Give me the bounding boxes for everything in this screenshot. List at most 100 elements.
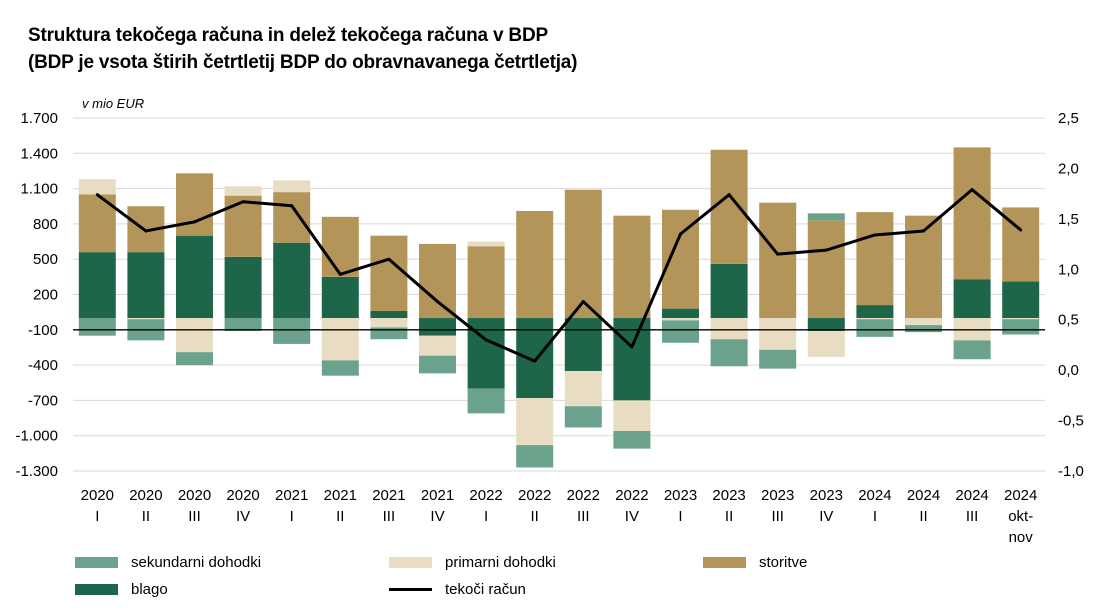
bar-blago (419, 318, 456, 336)
point-tekoci (873, 233, 877, 237)
point-tekoci (241, 200, 245, 204)
category-label: nov (1009, 529, 1034, 546)
bar-sekundarni (564, 406, 602, 428)
left-tick-label: 500 (33, 251, 58, 268)
bar-storitve (807, 220, 845, 319)
bar-primarni (467, 241, 505, 247)
point-tekoci (776, 252, 780, 256)
bar-blago (127, 252, 165, 319)
category-label: II (725, 508, 733, 525)
title-line-1: Struktura tekočega računa in delež tekoč… (28, 25, 548, 46)
bar-storitve (370, 235, 408, 311)
bar-storitve (856, 212, 894, 306)
bar-storitve (321, 216, 359, 277)
bar-primarni (807, 330, 845, 357)
category-label: 2023 (761, 487, 794, 504)
title-line-2: (BDP je vsota štirih četrtletij BDP do o… (28, 52, 578, 73)
bar-blago (807, 318, 845, 331)
bar-sekundarni (1002, 319, 1040, 335)
bar-blago (370, 310, 408, 319)
point-tekoci (95, 193, 99, 197)
left-tick-label: 1.400 (20, 145, 58, 162)
bar-sekundarni (905, 325, 942, 333)
point-tekoci (338, 272, 342, 276)
bar-sekundarni (613, 430, 651, 449)
point-tekoci (727, 193, 731, 197)
category-label: 2022 (469, 487, 502, 504)
bar-storitve (467, 246, 505, 319)
right-tick-label: 2,0 (1058, 160, 1079, 177)
bar-primarni (710, 318, 748, 340)
category-label: I (484, 508, 488, 525)
left-tick-label: -700 (28, 392, 58, 409)
category-label: II (336, 508, 344, 525)
bar-primarni (759, 318, 797, 350)
point-tekoci (387, 257, 391, 261)
bar-storitve (224, 195, 262, 257)
category-label: 2022 (518, 487, 551, 504)
bar-storitve (759, 202, 797, 319)
bar-primarni (321, 318, 359, 361)
category-label: 2022 (615, 487, 648, 504)
category-label: I (95, 508, 99, 525)
left-tick-label: -1.300 (15, 463, 58, 480)
bar-storitve (613, 215, 651, 319)
left-tick-label: -100 (28, 322, 58, 339)
bar-sekundarni (953, 340, 991, 360)
category-label: 2023 (810, 487, 843, 504)
bar-primarni (127, 318, 165, 320)
category-label: 2024 (907, 487, 940, 504)
category-label: 2020 (129, 487, 162, 504)
point-tekoci (581, 300, 585, 304)
category-label: IV (819, 508, 833, 525)
category-label: IV (236, 508, 250, 525)
left-tick-label: 200 (33, 287, 58, 304)
category-label: II (531, 508, 539, 525)
category-label: 2023 (664, 487, 697, 504)
bar-sekundarni (273, 318, 311, 344)
bar-sekundarni (759, 349, 797, 369)
bar-blago (856, 305, 894, 319)
category-label: III (383, 508, 396, 525)
bar-sekundarni (224, 318, 262, 331)
category-label: 2021 (324, 487, 357, 504)
left-tick-label: -400 (28, 357, 58, 374)
bar-primarni (176, 318, 213, 353)
point-tekoci (484, 338, 488, 342)
bar-sekundarni (370, 327, 408, 340)
point-tekoci (290, 204, 294, 208)
bar-storitve (516, 210, 554, 319)
bar-blago (662, 308, 699, 319)
category-label: 2020 (81, 487, 114, 504)
category-label: I (873, 508, 877, 525)
bar-primarni (662, 318, 699, 321)
bar-storitve (419, 243, 456, 319)
bar-sekundarni (467, 388, 505, 414)
bar-blago (953, 279, 991, 319)
bar-blago (1002, 281, 1040, 319)
bar-blago (321, 276, 359, 319)
bar-primarni (564, 370, 602, 407)
category-label: IV (625, 508, 639, 525)
category-label: 2024 (955, 487, 988, 504)
point-tekoci (630, 345, 634, 349)
category-label: okt- (1008, 508, 1033, 525)
bar-blago (78, 252, 116, 319)
right-tick-label: -0,5 (1058, 413, 1084, 430)
bar-primarni (224, 186, 262, 196)
left-tick-label: -1.000 (15, 428, 58, 445)
category-label: 2022 (567, 487, 600, 504)
bar-storitve (564, 189, 602, 319)
bar-blago (613, 318, 651, 401)
bar-primarni (856, 318, 894, 320)
point-tekoci (436, 300, 439, 304)
bar-primarni (78, 179, 116, 195)
right-tick-label: 0,0 (1058, 362, 1079, 379)
category-label: 2023 (712, 487, 745, 504)
bar-blago (516, 318, 554, 399)
point-tekoci (970, 188, 974, 192)
bar-primarni (273, 180, 311, 193)
category-label: III (771, 508, 784, 525)
bar-blago (710, 263, 748, 319)
point-tekoci (824, 248, 828, 252)
